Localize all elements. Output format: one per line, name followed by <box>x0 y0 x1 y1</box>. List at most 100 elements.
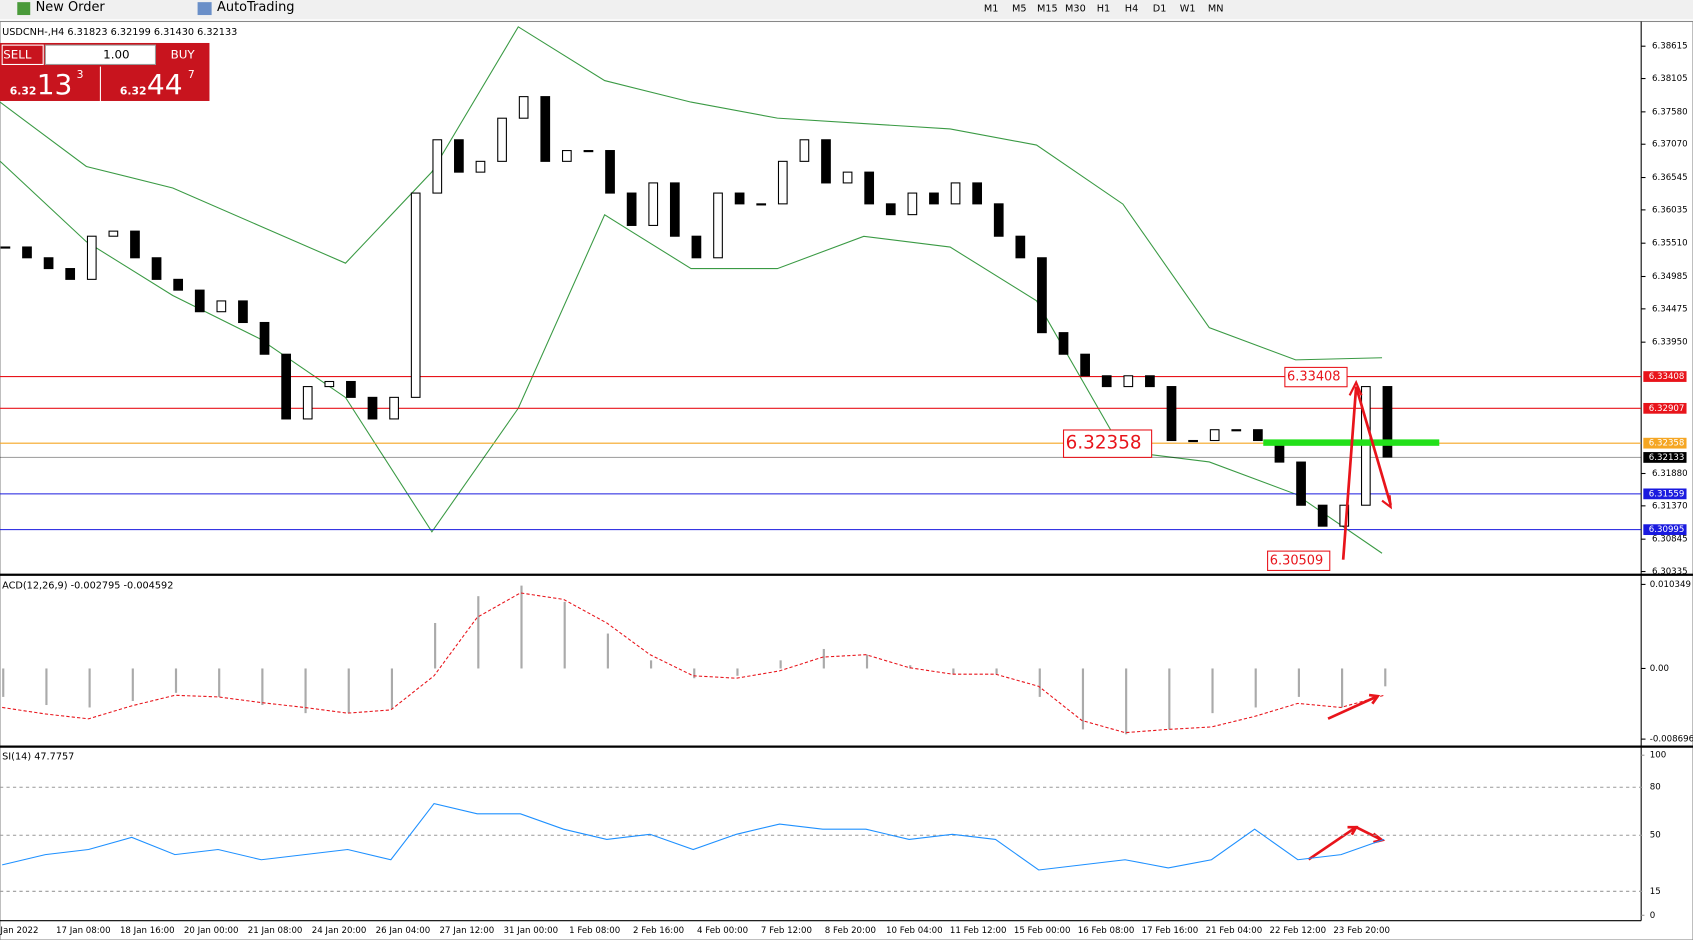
macd-bar <box>45 668 48 706</box>
macd-bar <box>261 668 264 706</box>
candle <box>648 182 659 226</box>
time-label: 8 Feb 20:00 <box>825 926 876 936</box>
overlay: 6.33408 6.32907 6.32358 6.32133 6.31559 6.309… <box>1062 366 1687 571</box>
rsi-tick-label: 15 <box>1650 887 1661 897</box>
sell[interactable]: SELL <box>3 47 32 61</box>
macd-bar <box>347 668 350 714</box>
timeframe[interactable]: D1 <box>1153 4 1167 15</box>
price-tick-label: 6.35510 <box>1652 239 1688 249</box>
candle <box>151 257 162 280</box>
rsi-tick-label: 0 <box>1650 911 1655 921</box>
rsi-tick-label: 50 <box>1650 831 1661 841</box>
price-tick-label: 6.36545 <box>1652 173 1688 183</box>
macd-bar <box>995 668 998 675</box>
ask-pip: 7 <box>188 68 195 81</box>
lots[interactable]: 1.00 <box>103 47 129 61</box>
sell-button[interactable] <box>1 44 44 65</box>
macd-signal <box>2 592 1385 734</box>
new-order-icon[interactable] <box>17 2 31 16</box>
macd-bar <box>649 660 653 669</box>
time-label: 17 Jan 08:00 <box>56 926 111 936</box>
toolbar <box>0 0 1693 20</box>
candle <box>130 230 140 259</box>
price-tick-label: 6.30335 <box>1652 567 1688 577</box>
candle <box>1296 461 1306 506</box>
price-tick-label: 6.34985 <box>1652 272 1688 282</box>
macd-bar <box>606 633 609 669</box>
price-tick-label: 6.34475 <box>1652 304 1688 314</box>
annotation-box <box>1284 366 1348 388</box>
macd-bar <box>1038 668 1041 697</box>
candle <box>605 150 615 194</box>
candle <box>302 386 313 420</box>
candle <box>626 192 637 226</box>
macd-bar <box>865 654 869 669</box>
new-order[interactable]: New Order <box>36 0 106 15</box>
rsi-label: SI(14) 47.7757 <box>2 751 74 762</box>
macd-bar <box>1384 668 1387 687</box>
candle <box>324 380 335 388</box>
candle <box>734 192 745 205</box>
candle <box>540 96 551 162</box>
macd-bar <box>1297 668 1300 697</box>
macd-bar <box>390 668 394 710</box>
macd-bar <box>909 665 912 669</box>
candle <box>1037 257 1047 334</box>
level-label: 6.30995 <box>1649 525 1685 535</box>
candle <box>756 203 767 206</box>
level-tag <box>1643 488 1687 500</box>
time-label: Jan 2022 <box>0 926 38 936</box>
candle <box>713 192 723 259</box>
ask-small: 6.32 <box>120 84 147 97</box>
candle <box>497 117 507 162</box>
annotation-box <box>1267 550 1331 571</box>
timeframe[interactable]: H4 <box>1125 4 1138 15</box>
candle <box>281 353 291 420</box>
timeframe[interactable]: M30 <box>1065 4 1086 15</box>
buy[interactable]: BUY <box>171 47 196 61</box>
candle <box>22 246 32 259</box>
candle <box>885 203 896 216</box>
time-label: 31 Jan 00:00 <box>503 926 558 936</box>
timeframe[interactable]: H1 <box>1097 4 1110 15</box>
candle <box>1166 386 1177 442</box>
candle <box>475 160 486 173</box>
macd-bar <box>1211 668 1214 714</box>
candle <box>1188 439 1198 443</box>
macd-bar <box>218 668 221 697</box>
candle <box>583 150 594 153</box>
candle <box>1317 504 1328 527</box>
time-label: 17 Feb 16:00 <box>1142 926 1199 936</box>
candle <box>972 182 983 205</box>
candle <box>1015 235 1026 259</box>
timeframe[interactable]: MN <box>1208 4 1224 15</box>
time-label: 11 Feb 12:00 <box>950 926 1007 936</box>
candle <box>194 289 205 313</box>
macd-bar <box>822 648 825 669</box>
candle <box>410 192 421 398</box>
autotrading-icon[interactable] <box>197 2 212 16</box>
autotrading[interactable]: AutoTrading <box>217 0 295 15</box>
timeframe[interactable]: M1 <box>984 4 999 15</box>
timeframe[interactable]: M15 <box>1037 4 1058 15</box>
candle <box>1123 375 1134 388</box>
timeframe[interactable]: M5 <box>1012 4 1027 15</box>
annotation-box <box>1062 429 1153 458</box>
timeframe[interactable]: W1 <box>1180 4 1196 15</box>
time-label: 21 Feb 04:00 <box>1206 926 1263 936</box>
lots-input[interactable] <box>44 44 157 65</box>
ask-big: 44 <box>147 68 183 101</box>
candle <box>432 139 443 194</box>
level-label: 6.32358 <box>1649 439 1685 449</box>
drawn-arrow <box>1327 693 1381 720</box>
time-label: 20 Jan 00:00 <box>184 926 239 936</box>
price-tick-label: 6.33950 <box>1652 338 1688 348</box>
macd-bar <box>1341 668 1344 708</box>
candle <box>1382 386 1393 458</box>
rsi-line <box>2 802 1385 871</box>
macd-bar <box>736 668 739 676</box>
candle <box>1145 375 1155 388</box>
main-chart <box>0 26 1642 554</box>
macd-tick-label: 0.010349 <box>1650 580 1691 590</box>
candle <box>950 182 961 205</box>
